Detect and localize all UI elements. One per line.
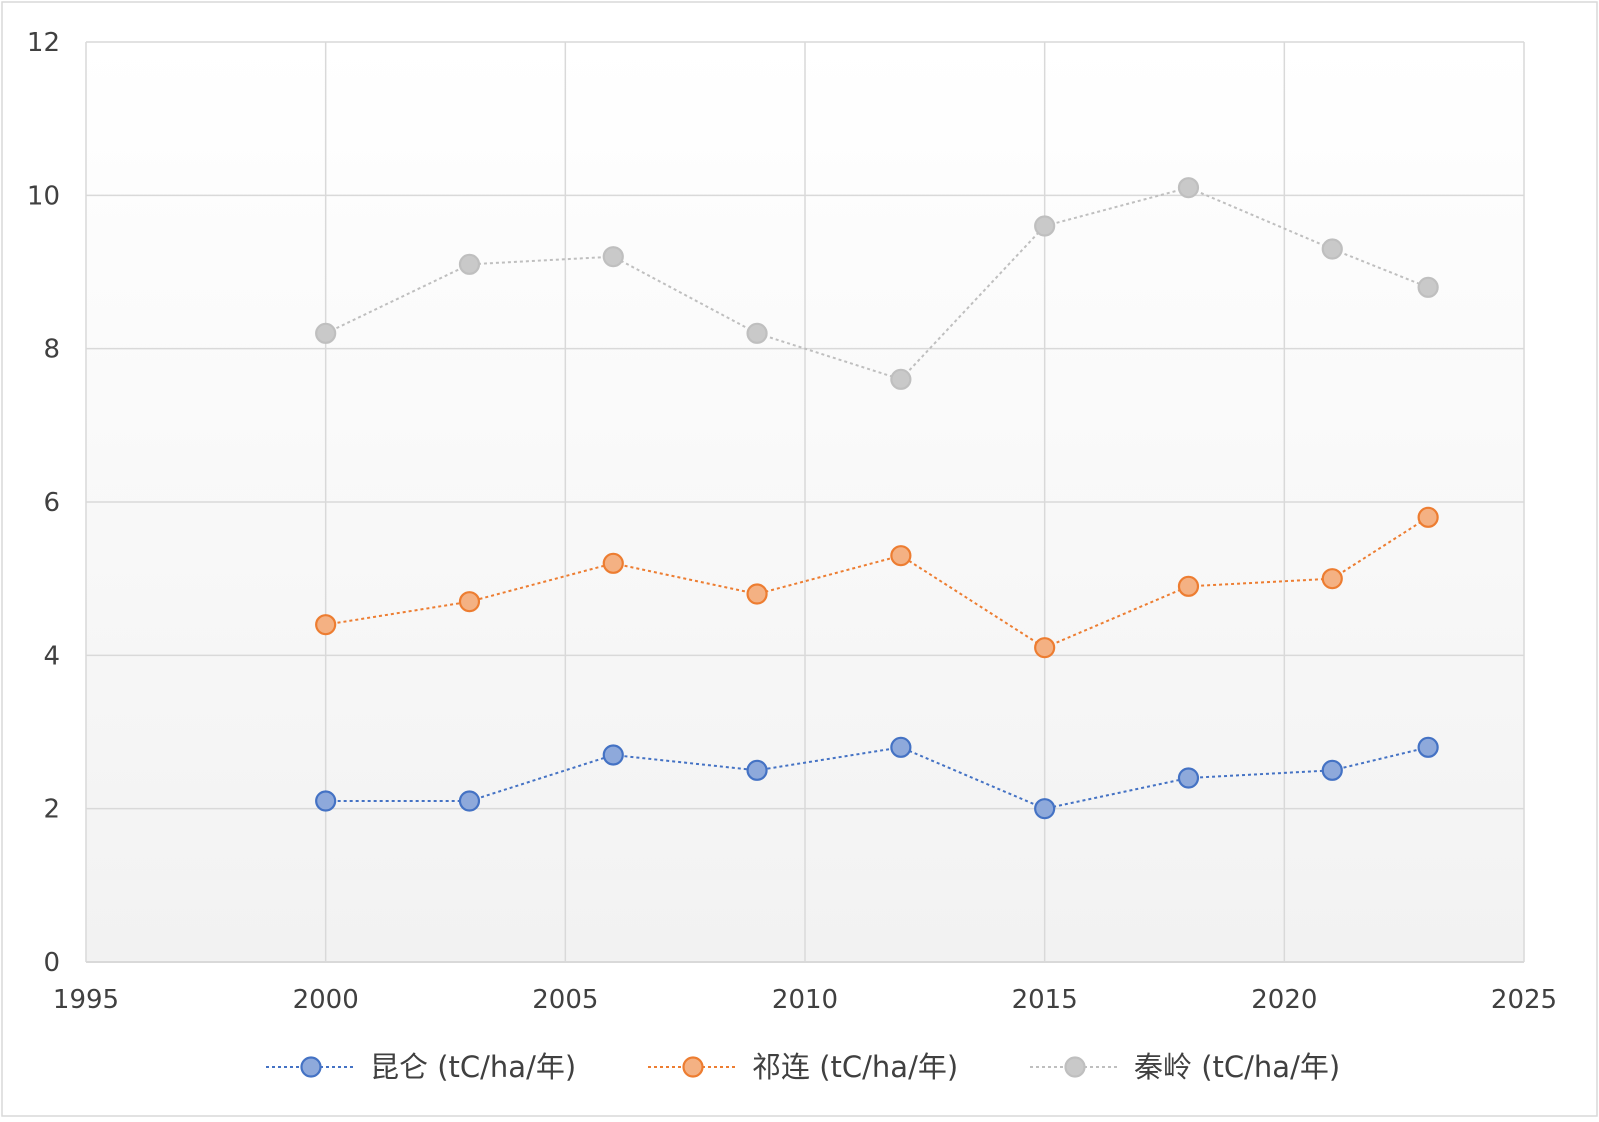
data-point	[1177, 767, 1200, 789]
y-tick-label: 6	[43, 488, 60, 518]
data-point	[315, 614, 337, 636]
legend-item: 秦岭 (tC/ha/年)	[1030, 1050, 1340, 1084]
data-point	[458, 790, 481, 812]
legend-marker	[300, 1056, 322, 1078]
y-tick-label: 4	[43, 641, 60, 671]
data-point	[890, 545, 912, 567]
x-tick-label: 1995	[53, 985, 119, 1015]
x-tick-label: 2015	[1012, 985, 1078, 1015]
data-point	[746, 583, 768, 605]
data-point	[890, 736, 912, 758]
data-point	[1417, 736, 1439, 758]
legend-label: 祁连 (tC/ha/年)	[752, 1050, 958, 1084]
series-group	[315, 177, 1439, 820]
series-2	[315, 177, 1439, 390]
x-tick-label: 2005	[532, 985, 598, 1015]
data-point	[1034, 215, 1056, 237]
legend-item: 昆仑 (tC/ha/年)	[266, 1050, 576, 1084]
legend-label: 秦岭 (tC/ha/年)	[1134, 1050, 1340, 1084]
data-point	[458, 591, 481, 613]
axes: 0 2 4 6 8 10 12 1995 2000 2005 2010 2015 2020 2025	[27, 28, 1557, 1015]
y-tick-label: 2	[43, 795, 60, 825]
series-1	[315, 506, 1439, 659]
data-point	[1321, 238, 1343, 260]
y-tick-label: 10	[27, 181, 60, 211]
y-tick-label: 8	[43, 335, 60, 365]
legend-label: 昆仑 (tC/ha/年)	[370, 1050, 576, 1084]
data-point	[746, 759, 768, 781]
data-point	[890, 368, 912, 390]
data-point	[602, 552, 624, 574]
data-point	[1034, 798, 1056, 820]
x-tick-label: 2000	[293, 985, 359, 1015]
x-tick-label: 2010	[772, 985, 838, 1015]
grid-lines	[86, 41, 1524, 962]
data-point	[1417, 276, 1439, 298]
legend: 昆仑 (tC/ha/年) 祁连 (tC/ha/年) 秦岭 (tC/ha/年)	[266, 1050, 1340, 1084]
data-point	[1177, 177, 1200, 199]
data-point	[746, 322, 768, 344]
series-0	[315, 736, 1439, 820]
data-point	[1034, 637, 1056, 659]
data-point	[1321, 568, 1343, 590]
series-line	[325, 186, 1429, 381]
data-point	[1321, 759, 1343, 781]
data-point	[315, 322, 337, 344]
series-line	[325, 746, 1429, 810]
data-point	[458, 253, 481, 275]
legend-item: 祁连 (tC/ha/年)	[648, 1050, 958, 1084]
legend-marker	[682, 1056, 704, 1078]
data-point	[602, 246, 624, 268]
y-tick-label: 0	[43, 948, 60, 978]
data-point	[1177, 575, 1200, 597]
x-tick-label: 2020	[1251, 985, 1317, 1015]
y-tick-label: 12	[27, 28, 60, 58]
data-point	[315, 790, 337, 812]
data-point	[1417, 506, 1439, 528]
legend-marker	[1064, 1056, 1086, 1078]
data-point	[602, 744, 624, 766]
x-tick-label: 2025	[1491, 985, 1557, 1015]
